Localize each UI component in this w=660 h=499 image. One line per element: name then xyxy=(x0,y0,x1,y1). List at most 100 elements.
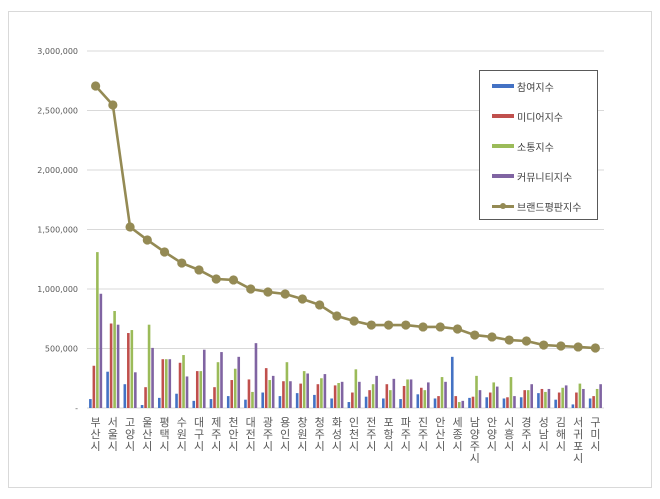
bar xyxy=(561,387,564,408)
bar xyxy=(450,356,454,408)
bar-group xyxy=(347,369,361,408)
legend-item-community: 커뮤니티지수 xyxy=(492,169,572,184)
chart-legend: 참여지수 미디어지수 소통지수 커뮤니티지수 브랜드평판지수 xyxy=(479,70,598,220)
bar xyxy=(578,383,582,408)
bar-group xyxy=(295,371,309,408)
x-tick-label: 시 xyxy=(504,416,514,429)
x-tick-label: 인 xyxy=(349,416,359,429)
bar xyxy=(113,311,116,408)
bar-group xyxy=(382,378,396,408)
bar xyxy=(557,392,561,408)
legend-line-marker-icon xyxy=(492,202,514,209)
bar xyxy=(385,384,389,408)
x-tick-label: 시 xyxy=(590,440,600,453)
bar xyxy=(547,388,551,408)
line-marker xyxy=(539,340,549,350)
bar-group xyxy=(226,356,241,408)
bar xyxy=(278,396,282,408)
bar xyxy=(506,397,509,408)
bar xyxy=(158,397,161,408)
x-tick-label: 제 xyxy=(211,416,221,429)
bar xyxy=(454,396,458,408)
line-marker xyxy=(401,320,411,330)
bar-group xyxy=(519,384,533,408)
line-marker xyxy=(108,100,118,110)
x-tick-label: 시 xyxy=(211,440,221,453)
line-marker xyxy=(418,322,428,332)
bar-group xyxy=(192,349,206,408)
x-tick-label: 수 xyxy=(177,416,187,429)
bar xyxy=(295,393,299,408)
bar xyxy=(127,333,130,408)
bar xyxy=(182,355,185,408)
bar xyxy=(109,323,113,408)
bar xyxy=(537,393,540,408)
bar xyxy=(144,387,147,408)
x-tick-label: 산 xyxy=(91,428,101,441)
bar xyxy=(147,324,151,408)
y-tick-label: - xyxy=(75,404,78,413)
legend-item-media: 미디어지수 xyxy=(492,109,563,124)
bar-group xyxy=(433,377,447,408)
x-tick-label: 시 xyxy=(125,440,135,453)
x-tick-label: 주 xyxy=(315,428,325,441)
bar xyxy=(492,382,496,408)
line-marker xyxy=(315,300,325,310)
bar-group xyxy=(554,385,568,408)
line-marker xyxy=(142,235,152,245)
bar xyxy=(519,397,523,408)
bar xyxy=(92,365,96,408)
x-tick-label: 울 xyxy=(108,428,118,441)
line-marker xyxy=(332,311,342,321)
line-marker xyxy=(504,335,514,345)
x-tick-label: 주 xyxy=(418,428,428,441)
x-tick-label: 시 xyxy=(280,440,290,453)
bar xyxy=(96,252,99,408)
bar-group xyxy=(468,375,482,408)
bar xyxy=(592,396,595,408)
line-marker xyxy=(194,265,204,275)
bar xyxy=(237,356,241,408)
bar xyxy=(471,396,475,408)
x-tick-label: 시 xyxy=(504,440,514,453)
x-tick-label: 경 xyxy=(521,416,531,429)
bar xyxy=(130,330,134,408)
bar xyxy=(399,399,402,408)
bar xyxy=(116,324,120,408)
x-tick-label: 포 xyxy=(384,416,394,429)
bar-group xyxy=(158,359,172,408)
bar xyxy=(523,390,526,408)
bar xyxy=(106,371,109,408)
x-tick-label: 시 xyxy=(332,440,342,453)
line-marker xyxy=(383,320,394,330)
bar xyxy=(178,362,182,408)
x-tick-label: 김 xyxy=(556,416,566,429)
bar xyxy=(351,392,354,408)
x-tick-label: 미 xyxy=(590,428,600,441)
legend-item-communication: 소통지수 xyxy=(492,139,554,154)
bar-group xyxy=(330,381,344,408)
x-tick-label: 포 xyxy=(573,440,583,453)
legend-label: 소통지수 xyxy=(517,142,554,154)
x-tick-label: 시 xyxy=(418,440,428,453)
x-tick-label: 시 xyxy=(435,440,445,453)
x-tick-label: 구 xyxy=(194,428,204,441)
y-tick-label: 2,500,000 xyxy=(37,107,78,116)
x-tick-label: 구 xyxy=(590,416,600,429)
bar xyxy=(302,371,306,408)
bar xyxy=(165,359,168,408)
x-tick-label: 시 xyxy=(573,452,583,465)
x-tick-label: 전 xyxy=(246,428,256,441)
bar xyxy=(389,390,392,408)
x-tick-label: 택 xyxy=(159,428,169,441)
x-tick-label: 시 xyxy=(556,440,566,453)
bar xyxy=(382,398,385,408)
bar xyxy=(427,382,430,408)
bar xyxy=(195,371,199,408)
bar-group xyxy=(261,368,275,408)
bar xyxy=(306,373,309,408)
x-tick-label: 흥 xyxy=(504,427,514,441)
line-marker xyxy=(211,274,221,284)
bar xyxy=(320,378,323,408)
